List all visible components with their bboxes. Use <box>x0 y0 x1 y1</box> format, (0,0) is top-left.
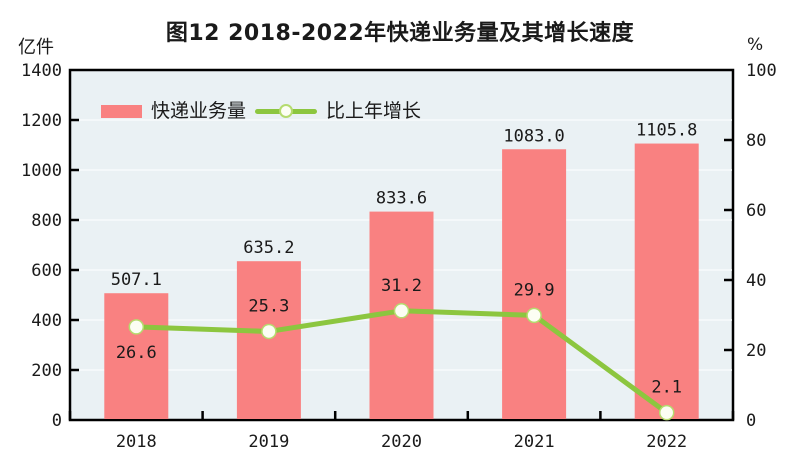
bar-2019 <box>236 261 301 419</box>
line-marker-2020 <box>393 303 410 319</box>
right-axis-tick-label: 0 <box>746 411 756 431</box>
left-axis-tick-label: 1000 <box>21 161 62 181</box>
bar-2018 <box>104 293 169 419</box>
bar-value-label: 833.6 <box>376 189 427 209</box>
left-axis-unit-label: 亿件 <box>18 37 54 58</box>
growth-value-label: 29.9 <box>514 280 555 300</box>
line-marker-2022 <box>658 404 675 421</box>
line-marker-2019 <box>261 323 277 340</box>
x-axis-year-label: 2021 <box>514 432 555 452</box>
growth-value-label: 26.6 <box>116 343 157 363</box>
growth-value-label: 25.3 <box>248 296 289 316</box>
legend: 快递业务量 比上年增长 <box>101 101 421 121</box>
left-axis-tick-label: 0 <box>52 411 62 431</box>
right-axis-tick-label: 20 <box>746 341 766 361</box>
right-axis-tick-label: 80 <box>746 131 766 151</box>
bar-legend-label: 快递业务量 <box>151 100 247 122</box>
right-axis-unit-label: % <box>747 35 764 55</box>
right-axis-tick-label: 100 <box>746 61 777 81</box>
line-legend-marker <box>255 104 318 118</box>
bar-legend-swatch <box>101 104 142 118</box>
bar-2022 <box>634 143 699 420</box>
right-axis-tick-label: 40 <box>746 271 766 291</box>
chart-title: 图12 2018-2022年快递业务量及其增长速度 <box>165 21 635 46</box>
x-axis-year-label: 2019 <box>248 432 289 452</box>
line-legend-dot <box>279 104 294 118</box>
left-axis-tick-label: 600 <box>31 261 62 281</box>
bar-2021 <box>502 149 567 419</box>
left-axis-tick-label: 400 <box>31 311 62 331</box>
line-legend-label: 比上年增长 <box>326 100 422 122</box>
line-marker-2018 <box>128 319 145 335</box>
x-axis-year-label: 2020 <box>381 432 422 452</box>
left-axis-tick-label: 200 <box>31 361 62 381</box>
x-axis-year-label: 2018 <box>116 432 157 452</box>
x-axis-year-label: 2022 <box>646 432 687 452</box>
growth-value-label: 31.2 <box>381 276 422 296</box>
left-axis-tick-label: 1400 <box>21 61 62 81</box>
bar-value-label: 635.2 <box>243 238 294 258</box>
bar-value-label: 1083.0 <box>503 126 564 146</box>
growth-value-label: 2.1 <box>651 378 682 398</box>
left-axis-tick-label: 800 <box>31 211 62 231</box>
line-marker-2021 <box>526 307 542 324</box>
bar-value-label: 1105.8 <box>636 121 697 141</box>
right-axis-tick-label: 60 <box>746 201 766 221</box>
bar-value-label: 507.1 <box>111 270 162 290</box>
left-axis-tick-label: 1200 <box>21 111 62 131</box>
